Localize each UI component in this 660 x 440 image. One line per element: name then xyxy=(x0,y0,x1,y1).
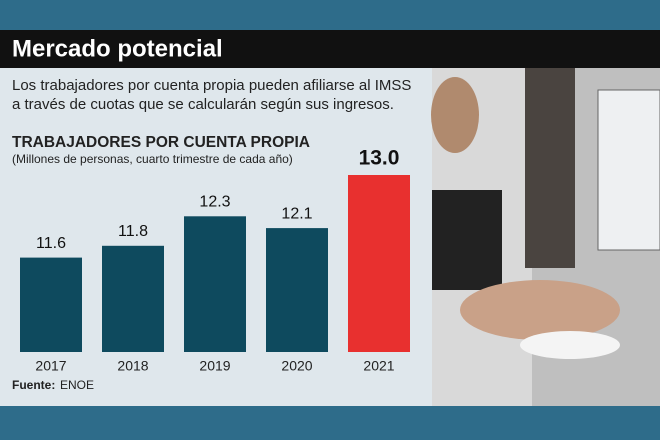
photo-mouse xyxy=(520,331,620,359)
bar xyxy=(348,175,410,352)
value-label: 11.8 xyxy=(118,223,148,240)
photo-door xyxy=(525,68,575,268)
value-label: 12.1 xyxy=(281,205,312,222)
description-line: Los trabajadores por cuenta propia puede… xyxy=(12,77,411,94)
photo-hand xyxy=(460,280,620,340)
value-label: 12.3 xyxy=(199,194,230,211)
chart-title: TRABAJADORES POR CUENTA PROPIA xyxy=(12,134,310,151)
top-band xyxy=(0,0,660,30)
photo-shirt xyxy=(432,190,502,290)
photo xyxy=(431,68,660,406)
x-tick-label: 2018 xyxy=(117,358,148,374)
bar xyxy=(20,257,82,352)
x-tick-label: 2021 xyxy=(363,358,394,374)
chart-subtitle: (Millones de personas, cuarto trimestre … xyxy=(12,152,293,166)
bar xyxy=(184,216,246,352)
x-tick-label: 2020 xyxy=(281,358,312,374)
page-title: Mercado potencial xyxy=(12,35,223,62)
bar xyxy=(266,228,328,352)
source: ENOE xyxy=(60,378,94,392)
photo-monitor xyxy=(597,89,660,251)
x-tick-label: 2017 xyxy=(35,358,66,374)
bottom-band xyxy=(0,406,660,440)
x-tick-label: 2019 xyxy=(199,358,230,374)
source-label: Fuente: xyxy=(12,378,55,392)
bar xyxy=(102,245,164,352)
value-label: 11.6 xyxy=(36,235,66,252)
title-bar xyxy=(0,30,660,68)
description-line: a través de cuotas que se calcularán seg… xyxy=(12,96,394,113)
value-label: 13.0 xyxy=(359,147,400,170)
photo-face xyxy=(431,77,479,153)
